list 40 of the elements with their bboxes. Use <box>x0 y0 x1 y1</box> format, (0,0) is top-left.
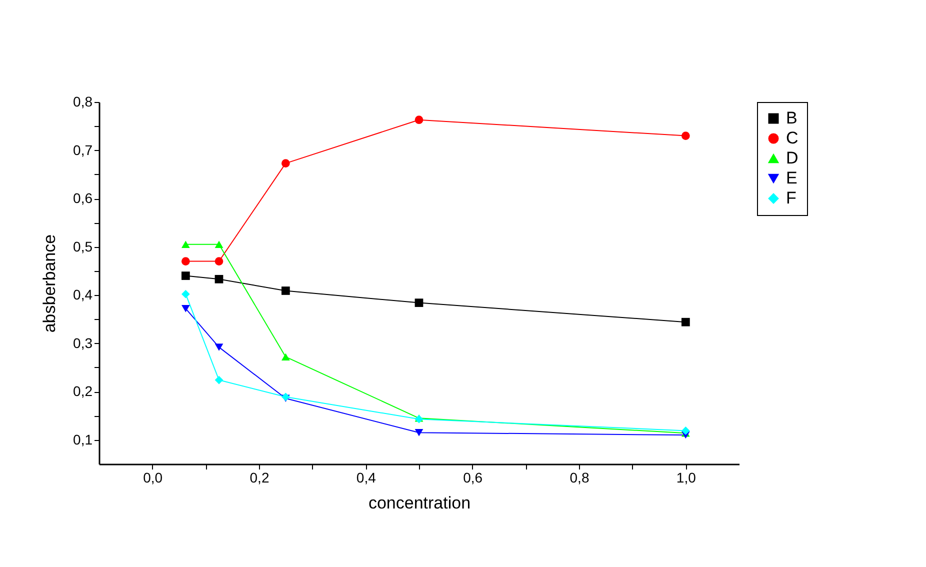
x-tick-label: 0,6 <box>463 470 483 486</box>
point <box>181 257 190 266</box>
point <box>681 318 690 326</box>
point <box>181 304 190 312</box>
y-tick-label: 0,2 <box>73 383 93 400</box>
point <box>281 286 290 295</box>
point <box>181 290 190 298</box>
y-tick-label: 0,5 <box>73 238 93 254</box>
legend-label: F <box>786 188 796 208</box>
y-tick-label: 0,8 <box>73 94 93 110</box>
point <box>214 257 224 266</box>
y-tick-label: 0,1 <box>73 431 93 448</box>
point <box>214 376 224 384</box>
y-axis-title: absberbance <box>40 234 60 333</box>
y-tick-label: 0,7 <box>73 142 93 158</box>
legend-label: D <box>786 148 798 168</box>
point <box>414 429 424 436</box>
point <box>181 272 190 280</box>
point <box>181 240 190 248</box>
point <box>214 344 224 351</box>
point <box>214 240 224 248</box>
point <box>681 132 690 140</box>
legend-label: C <box>786 128 798 148</box>
x-tick-label: 1,0 <box>676 470 696 486</box>
x-tick-label: 0,0 <box>143 470 163 486</box>
x-axis-title: concentration <box>368 494 471 512</box>
point <box>414 298 424 307</box>
x-tick-label: 0,4 <box>356 470 376 486</box>
point <box>281 353 290 360</box>
point <box>214 274 224 284</box>
y-tick-label: 0,3 <box>73 334 93 351</box>
y-tick-label: 0,4 <box>73 286 93 303</box>
point <box>281 159 290 168</box>
legend-label: B <box>786 108 798 128</box>
point <box>414 116 424 124</box>
y-tick-label: 0,6 <box>73 190 93 206</box>
x-tick-label: 0,2 <box>250 470 270 486</box>
x-tick-label: 0,8 <box>570 470 590 486</box>
legend-label: E <box>786 168 798 188</box>
point <box>681 426 690 435</box>
